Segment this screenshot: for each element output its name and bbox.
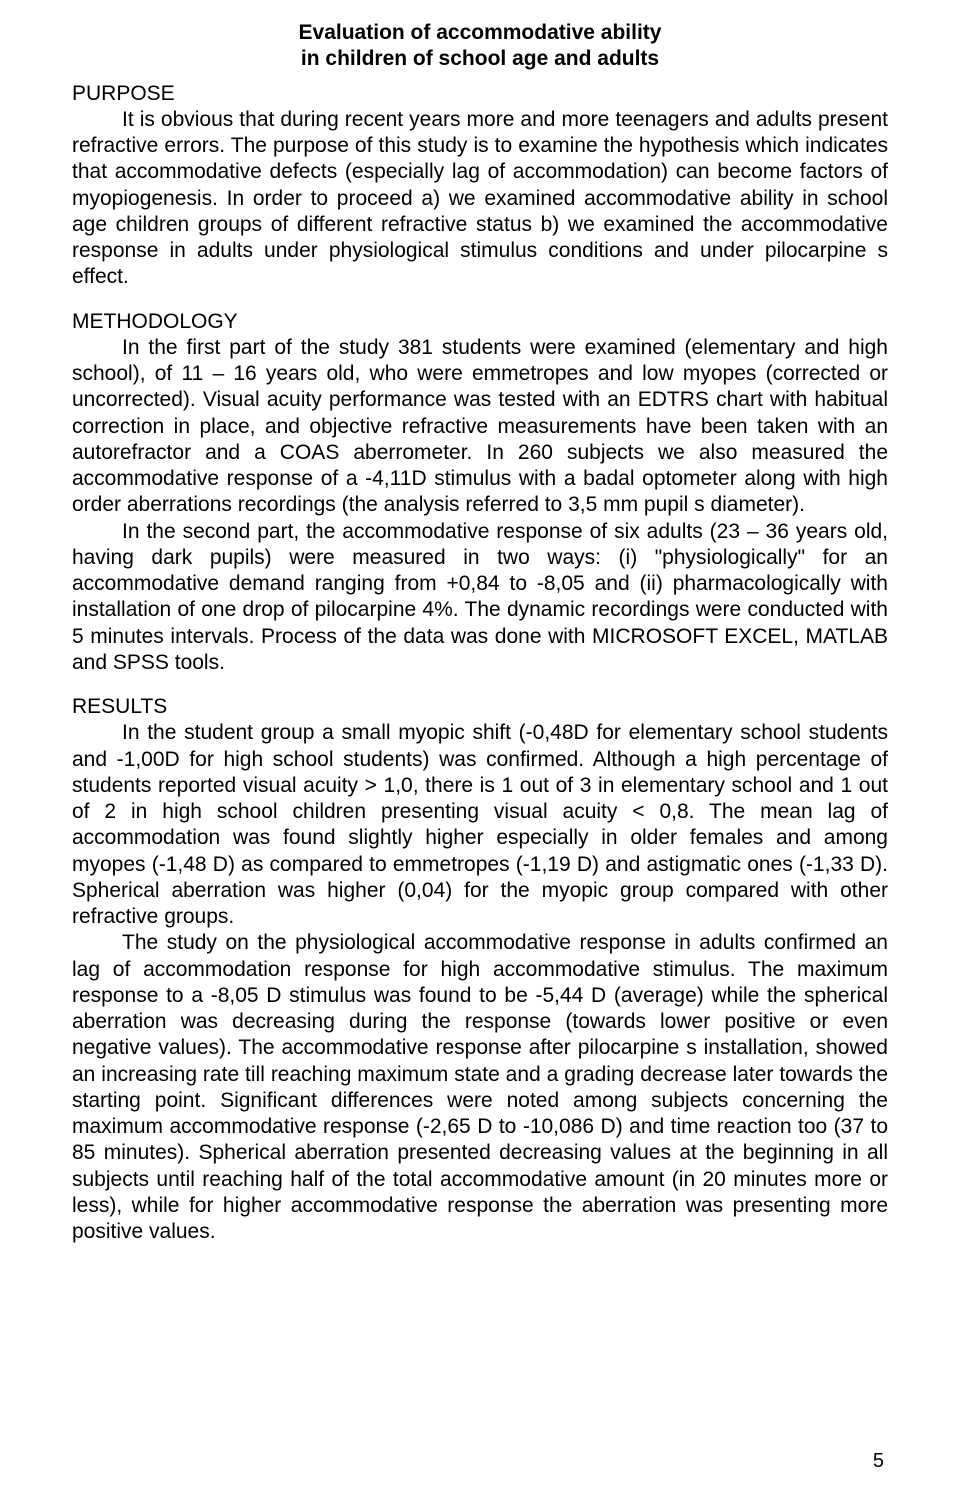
methodology-heading: METHODOLOGY [72,309,888,335]
purpose-heading: PURPOSE [72,81,888,107]
document-page: Evaluation of accommodative ability in c… [0,0,960,1493]
document-title: Evaluation of accommodative ability in c… [72,20,888,73]
methodology-paragraph-1: In the first part of the study 381 stude… [72,335,888,519]
results-heading: RESULTS [72,694,888,720]
title-line-1: Evaluation of accommodative ability [299,21,662,44]
page-number: 5 [873,1450,884,1473]
title-line-2: in children of school age and adults [301,47,659,70]
results-paragraph-1: In the student group a small myopic shif… [72,720,888,930]
results-paragraph-2: The study on the physiological accommoda… [72,930,888,1245]
methodology-paragraph-2: In the second part, the accommodative re… [72,519,888,677]
purpose-body: It is obvious that during recent years m… [72,107,888,291]
